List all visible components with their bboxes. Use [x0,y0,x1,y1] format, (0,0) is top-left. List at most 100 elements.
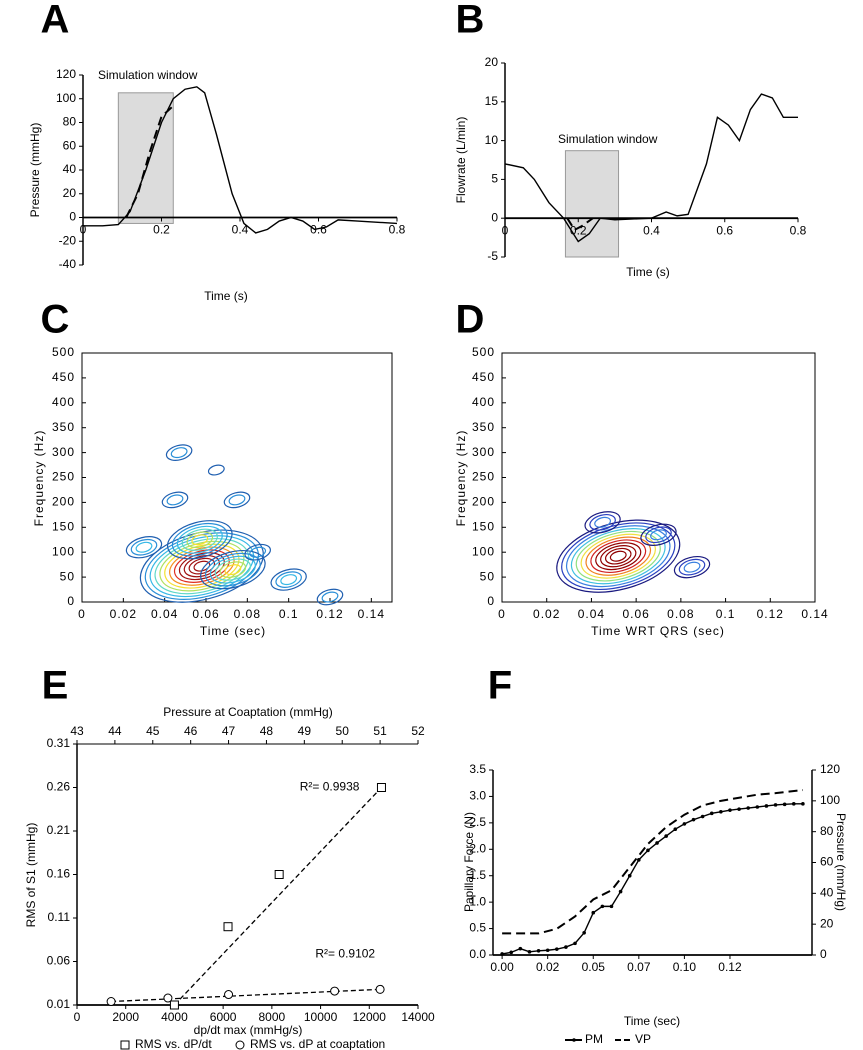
x-tick-label: 4000 [161,1010,188,1024]
data-point [169,1000,179,1010]
x-tick-label: 0.08 [667,607,694,621]
contour-ring [224,564,242,576]
data-point [545,948,550,953]
annotation: Simulation window [558,132,658,146]
contour-ring [640,523,677,546]
data-point [500,952,504,956]
panel-label: D [456,298,485,342]
legend-marker [235,1040,245,1050]
data-point [555,947,559,951]
contour-ring [161,491,189,509]
x-tick-label: 0.14 [358,607,385,621]
y-tick-label: 0.06 [47,954,71,968]
data-point [637,858,641,862]
contour-ring [176,525,223,554]
data-point [518,946,523,951]
data-point [536,948,541,953]
data-point [618,889,623,894]
contour-ring [590,539,647,573]
data-point [709,811,714,816]
contour-ring [171,522,228,557]
contour-ring [683,561,701,573]
contour-ring [316,588,344,606]
x-axis-title: Time (sec) [624,1014,680,1028]
plot-frame [501,352,816,603]
legend-label: RMS vs. dP/dt [135,1037,212,1050]
x-axis-title: Time (sec) [200,624,266,638]
x-tick-label: 0 [502,223,509,237]
y-tick-label: -40 [59,257,77,271]
y-tick-label: 60 [63,138,77,152]
y-tick-label: 2.0 [469,841,486,855]
x-tick-label: 12000 [353,1010,387,1024]
x-tick-label: 0.07 [627,960,651,974]
data-point [627,873,632,878]
contour-ring [186,531,214,549]
x-tick-label: 0.10 [673,960,697,974]
x-tick-label: 0.05 [582,960,606,974]
x-tick-label: 0.6 [310,223,327,237]
y2-tick-label: 80 [820,824,834,838]
contour-ring [580,533,656,579]
contour-ring [130,538,158,556]
data-point [573,941,577,946]
contour-ring [673,555,711,579]
x-tick-label: 0.02 [536,960,560,974]
y-tick-label: 0.0 [469,947,486,961]
contour-ring [604,547,632,565]
panel-label: C [41,298,70,342]
contour-ring [204,552,261,587]
y2-tick-label: 100 [820,793,840,807]
y-tick-label: 0.21 [47,823,71,837]
contour-ring [244,543,271,561]
data-point [564,945,568,949]
y-tick-label: 120 [56,67,76,81]
contour-ring [270,568,307,591]
data-point [223,922,233,932]
contour-ring [223,491,251,509]
contour-ring [584,511,621,534]
contour-ring [275,571,302,588]
data-point [755,805,760,809]
data-point [764,804,769,808]
y2-tick-label: 120 [820,762,840,776]
x2-tick-label: 50 [336,724,350,738]
x-tick-label: 0.8 [389,223,406,237]
trend-line [111,988,381,1003]
y-tick-label: 400 [472,395,495,409]
data-point [527,950,532,954]
contour-ring [585,536,652,576]
x-tick-label: 0 [498,607,506,621]
data-point [330,986,340,996]
y-tick-label: 0 [491,210,498,224]
annotation: Simulation window [98,68,198,82]
y2-tick-label: 60 [820,855,834,869]
x-tick-label: 0.4 [643,223,660,237]
data-line [566,217,594,232]
y-tick-label: 300 [472,445,495,459]
contour-ring [170,447,188,459]
y-axis-title: Flowrate (L/min) [454,117,468,204]
data-point [224,990,234,1000]
y-axis-title: Frequency (Hz) [32,430,46,527]
y-tick-label: 0.11 [48,910,71,924]
contour-ring [188,557,216,575]
x2-tick-label: 43 [70,724,84,738]
contour-ring [228,494,246,506]
panel-label: E [42,664,69,708]
y-tick-label: 50 [480,569,495,583]
y-tick-label: 20 [485,55,499,69]
x-tick-label: 0 [80,223,87,237]
contour-ring [191,534,209,546]
x-tick-label: 0.1 [279,607,299,621]
y2-axis-title: Pressure (mm/Hg) [834,813,848,911]
x2-tick-label: 44 [108,724,122,738]
x-tick-label: 0.1 [716,607,736,621]
y-tick-label: 450 [52,370,75,384]
x-tick-label: 0.00 [490,960,514,974]
contour-ring [249,546,267,558]
y-axis-title: Frequency (Hz) [454,430,468,527]
legend-marker [572,1038,576,1042]
data-point [591,910,596,915]
data-point [782,802,787,807]
